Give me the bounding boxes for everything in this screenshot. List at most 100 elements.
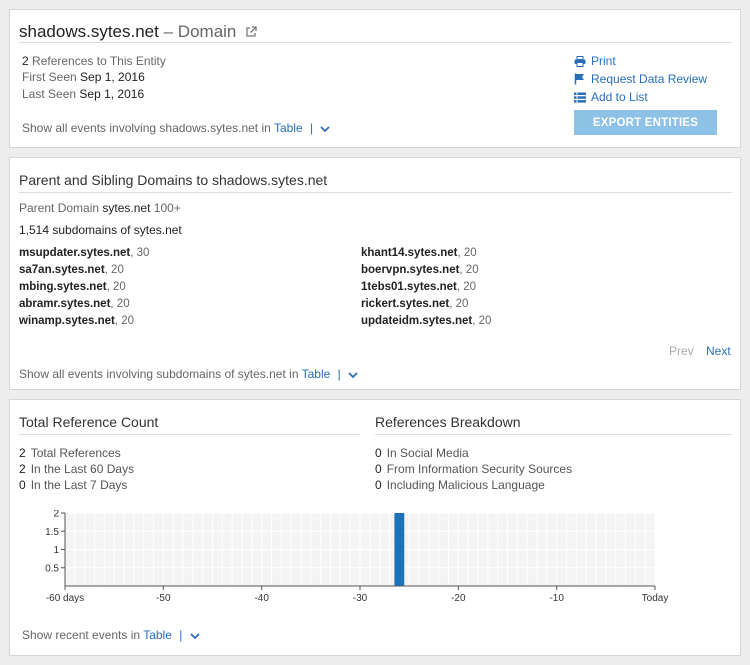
pipe-separator: |	[337, 367, 341, 381]
total-reference-title: Total Reference Count	[19, 414, 159, 430]
parent-domain-count: 100+	[153, 201, 181, 215]
stat-number: 0	[375, 478, 382, 492]
last-7-days-stat: 0 In the Last 7 Days	[19, 478, 127, 492]
last-seen: Last Seen Sep 1, 2016	[22, 87, 144, 101]
subdomain-link[interactable]: khant14.sytes.net	[361, 247, 458, 259]
show-events-table-link[interactable]: Table	[273, 121, 303, 135]
chart-y-tick-label: 1	[53, 545, 59, 556]
prev-page-button[interactable]: Prev	[669, 344, 694, 358]
stat-label: Total References	[30, 446, 121, 460]
print-label: Print	[591, 54, 616, 68]
subdomain-item: rickert.sytes.net, 20	[361, 298, 468, 310]
reference-timeline-chart: 0.5 1 1.5 2 -60 days -50 -40 -30 -20 -10 Today	[45, 510, 669, 604]
subdomain-link[interactable]: rickert.sytes.net	[361, 298, 450, 310]
parent-domain-name: sytes.net	[102, 201, 151, 215]
subdomain-ref-count: , 20	[449, 298, 469, 310]
request-review-label: Request Data Review	[591, 72, 708, 86]
first-seen-value: Sep 1, 2016	[80, 70, 145, 84]
subdomain-link[interactable]: sa7an.sytes.net	[19, 264, 105, 276]
subdomain-item: boervpn.sytes.net, 20	[361, 264, 479, 276]
next-page-button[interactable]: Next	[706, 344, 731, 358]
chart-y-tick-label: 0.5	[45, 563, 59, 574]
chart-x-tick-label: -60 days	[46, 593, 84, 604]
chart-y-tick-label: 1.5	[45, 527, 59, 538]
chart-y-tick-label: 2	[53, 510, 59, 520]
title-divider	[19, 42, 732, 43]
request-data-review-link[interactable]: Request Data Review	[574, 72, 707, 86]
subdomain-count: 1,514 subdomains of sytes.net	[19, 223, 182, 237]
show-entity-events: Show all events involving shadows.sytes.…	[22, 121, 331, 136]
last-60-days-stat: 2 In the Last 60 Days	[19, 462, 134, 476]
subdomain-link[interactable]: boervpn.sytes.net	[361, 264, 460, 276]
domains-panel: Parent and Sibling Domains to shadows.sy…	[9, 157, 741, 390]
references-count: 2	[22, 54, 29, 68]
subdomain-item: sa7an.sytes.net, 20	[19, 264, 124, 276]
subdomain-ref-count: , 20	[114, 315, 135, 327]
subdomain-item: 1tebs01.sytes.net, 20	[361, 281, 476, 293]
references-breakdown-divider	[375, 434, 732, 435]
entity-separator: –	[163, 22, 174, 41]
show-recent-events: Show recent events in Table |	[22, 628, 200, 643]
references-label: References to This Entity	[32, 54, 166, 68]
show-subdomain-events-table-link[interactable]: Table	[301, 367, 331, 381]
domains-divider	[19, 192, 732, 193]
last-seen-label: Last Seen	[22, 87, 77, 101]
print-icon	[574, 55, 586, 67]
export-entities-button[interactable]: EXPORT ENTITIES	[574, 110, 717, 135]
add-to-list-label: Add to List	[591, 90, 648, 104]
show-recent-table-link[interactable]: Table	[143, 628, 172, 642]
chart-x-tick-label: -20	[451, 593, 466, 604]
subdomain-item: abramr.sytes.net, 20	[19, 298, 130, 310]
subdomain-ref-count: , 20	[457, 247, 477, 259]
show-subdomain-events-text: Show all events involving subdomains of …	[19, 367, 299, 381]
show-subdomain-events: Show all events involving subdomains of …	[19, 367, 358, 382]
total-reference-divider	[19, 434, 360, 435]
flag-icon	[574, 73, 584, 85]
first-seen: First Seen Sep 1, 2016	[22, 70, 145, 84]
infosec-sources-stat: 0 From Information Security Sources	[375, 462, 572, 476]
parent-domain-label: Parent Domain	[19, 201, 100, 215]
stat-label: From Information Security Sources	[386, 462, 573, 476]
subdomain-link[interactable]: mbing.sytes.net	[19, 281, 107, 293]
add-to-list-link[interactable]: Add to List	[574, 90, 648, 104]
show-events-text: Show all events involving shadows.sytes.…	[22, 121, 271, 135]
subdomain-link[interactable]: msupdater.sytes.net	[19, 247, 131, 259]
subdomain-link[interactable]: updateidm.sytes.net	[361, 315, 473, 327]
entity-type: Domain	[177, 22, 237, 41]
print-link[interactable]: Print	[574, 54, 616, 68]
domains-title: Parent and Sibling Domains to shadows.sy…	[19, 172, 328, 188]
chevron-down-icon[interactable]	[190, 629, 200, 643]
references-breakdown-title: References Breakdown	[375, 414, 521, 430]
subdomain-item: msupdater.sytes.net, 30	[19, 247, 149, 259]
references-panel: Total Reference Count References Breakdo…	[9, 399, 741, 656]
total-references-stat: 2 Total References	[19, 446, 121, 460]
stat-number: 2	[19, 462, 26, 476]
pipe-separator: |	[179, 628, 183, 642]
chevron-down-icon[interactable]	[320, 122, 331, 136]
chart-bar	[394, 513, 405, 586]
stat-label: In the Last 7 Days	[30, 478, 128, 492]
subdomain-item: mbing.sytes.net, 20	[19, 281, 126, 293]
subdomain-ref-count: , 20	[104, 264, 124, 276]
subdomain-item: updateidm.sytes.net, 20	[361, 315, 491, 327]
subdomain-link[interactable]: winamp.sytes.net	[19, 315, 115, 327]
show-recent-text: Show recent events in	[22, 628, 141, 642]
entity-title: shadows.sytes.net – Domain	[19, 22, 257, 43]
subdomain-link[interactable]: abramr.sytes.net	[19, 298, 111, 310]
chart-x-tick-label: -30	[353, 593, 368, 604]
subdomain-item: khant14.sytes.net, 20	[361, 247, 477, 259]
subdomain-link[interactable]: 1tebs01.sytes.net	[361, 281, 457, 293]
chevron-down-icon[interactable]	[348, 368, 358, 382]
subdomain-ref-count: , 20	[110, 298, 130, 310]
subdomain-ref-count: , 30	[130, 247, 150, 259]
entity-panel: shadows.sytes.net – Domain 2 References …	[9, 9, 741, 148]
chart-x-tick-label: Today	[642, 593, 669, 604]
subdomain-item: winamp.sytes.net, 20	[19, 315, 134, 327]
stat-label: Including Malicious Language	[386, 478, 545, 492]
external-link-icon[interactable]	[245, 23, 257, 43]
references-to-entity: 2 References to This Entity	[22, 54, 166, 68]
parent-domain: Parent Domain sytes.net 100+	[19, 201, 181, 215]
stat-number: 0	[375, 446, 382, 460]
subdomain-ref-count: , 20	[472, 315, 492, 327]
entity-name: shadows.sytes.net	[19, 22, 159, 41]
